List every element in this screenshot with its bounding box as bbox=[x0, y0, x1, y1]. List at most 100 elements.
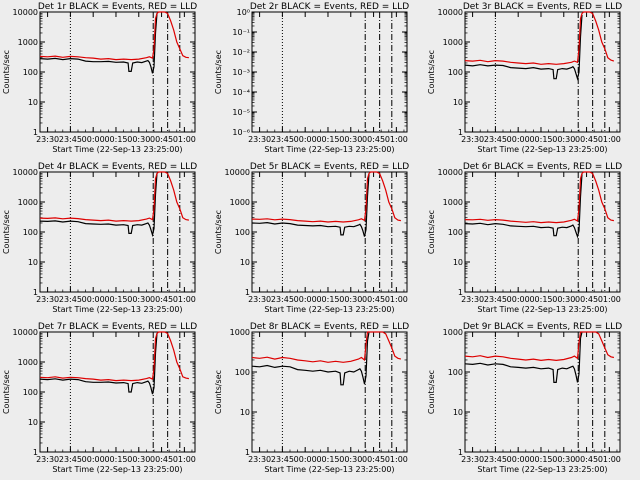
xtick-label: 00:00 bbox=[82, 135, 105, 144]
ytick-label: 100 bbox=[23, 228, 38, 237]
xtick-label: 23:30 bbox=[248, 455, 271, 464]
xtick-label: 01:00 bbox=[173, 135, 196, 144]
ytick-label: 1000 bbox=[18, 198, 38, 207]
xtick-label: 00:30 bbox=[127, 455, 150, 464]
panel-title: Det 7r BLACK = Events, RED = LLD bbox=[38, 322, 197, 332]
xtick-label: 00:45 bbox=[575, 135, 598, 144]
series-line-lld bbox=[39, 11, 189, 61]
ytick-label: 1000 bbox=[443, 38, 463, 47]
series-line-lld bbox=[39, 331, 189, 382]
xtick-label: 00:15 bbox=[529, 135, 552, 144]
ytick-label: 1000 bbox=[18, 358, 38, 367]
ytick-label: 100 bbox=[235, 228, 250, 237]
panel-det-4: Det 4r BLACK = Events, RED = LLD 1 10 100 10… bbox=[2, 162, 197, 314]
ytick-label: 10000 bbox=[13, 8, 38, 17]
panel-det-8: Det 8r BLACK = Events, RED = LLD 1 10 100 10… bbox=[214, 322, 409, 474]
xtick-label: 00:00 bbox=[507, 295, 530, 304]
xtick-label: 01:00 bbox=[598, 135, 621, 144]
ytick-label: 100 bbox=[448, 68, 463, 77]
series-line-lld bbox=[464, 11, 615, 65]
series-line-events bbox=[464, 331, 583, 383]
xtick-label: 01:00 bbox=[173, 455, 196, 464]
xtick-label: 00:15 bbox=[104, 455, 127, 464]
xtick-label: 00:30 bbox=[339, 455, 362, 464]
xaxis-label: Start Time (22-Sep-13 23:25:00) bbox=[264, 145, 394, 154]
ytick-label: 10 bbox=[453, 258, 463, 267]
series-line-events bbox=[464, 14, 583, 82]
ytick-label: 10000 bbox=[13, 168, 38, 177]
xtick-label: 23:30 bbox=[248, 135, 271, 144]
series-line-lld bbox=[251, 331, 402, 363]
xaxis-label: Start Time (22-Sep-13 23:25:00) bbox=[264, 305, 394, 314]
yaxis-label: Counts/sec bbox=[2, 210, 11, 254]
xtick-label: 23:30 bbox=[248, 295, 271, 304]
series-line-lld bbox=[464, 171, 614, 224]
ytick-label: 10000 bbox=[438, 168, 463, 177]
plot-frame bbox=[464, 331, 621, 453]
xtick-label: 23:45 bbox=[484, 295, 507, 304]
series-line-lld bbox=[39, 171, 189, 222]
yaxis-label: Counts/sec bbox=[427, 50, 436, 94]
xtick-label: 23:45 bbox=[484, 455, 507, 464]
ytick-label: 1000 bbox=[230, 198, 250, 207]
xtick-label: 00:30 bbox=[339, 135, 362, 144]
ytick-label: 1 bbox=[458, 128, 463, 137]
xtick-label: 00:15 bbox=[316, 135, 339, 144]
xtick-label: 23:30 bbox=[36, 135, 59, 144]
xaxis-label: Start Time (22-Sep-13 23:25:00) bbox=[477, 305, 607, 314]
yaxis-label: Counts/sec bbox=[214, 50, 223, 94]
ytick-label: 10 bbox=[240, 258, 250, 267]
ytick-label: 1 bbox=[458, 288, 463, 297]
ytick-label: 10000 bbox=[438, 8, 463, 17]
xtick-label: 00:45 bbox=[150, 455, 173, 464]
xtick-label: 23:45 bbox=[271, 295, 294, 304]
ytick-label: 10000 bbox=[13, 328, 38, 337]
ytick-label: 10⁰ bbox=[237, 8, 250, 17]
xtick-label: 01:00 bbox=[598, 455, 621, 464]
ytick-label: 10 bbox=[453, 98, 463, 107]
xtick-label: 00:15 bbox=[529, 295, 552, 304]
ytick-label: 10⁻⁵ bbox=[232, 108, 250, 117]
xtick-label: 23:45 bbox=[59, 455, 82, 464]
series-line-events bbox=[39, 173, 158, 238]
series-line-events bbox=[39, 13, 158, 74]
series-line-lld bbox=[251, 171, 401, 223]
ytick-label: 1000 bbox=[443, 198, 463, 207]
panel-det-1: Det 1r BLACK = Events, RED = LLD 1 10 100 10… bbox=[2, 2, 197, 154]
xtick-label: 00:00 bbox=[294, 455, 317, 464]
series-line-events bbox=[251, 174, 370, 237]
panel-det-5: Det 5r BLACK = Events, RED = LLD 1 10 100 10… bbox=[214, 162, 409, 314]
xtick-label: 23:45 bbox=[271, 135, 294, 144]
ytick-label: 1000 bbox=[443, 328, 463, 337]
panel-det-7: Det 7r BLACK = Events, RED = LLD 1 10 100 10… bbox=[2, 322, 197, 474]
panel-title: Det 8r BLACK = Events, RED = LLD bbox=[250, 322, 409, 332]
ytick-label: 10⁻³ bbox=[232, 68, 250, 77]
yaxis-label: Counts/sec bbox=[427, 210, 436, 254]
panel-det-9: Det 9r BLACK = Events, RED = LLD 1 10 100 10… bbox=[427, 322, 622, 474]
ytick-label: 10⁻⁶ bbox=[232, 128, 250, 137]
xtick-label: 01:00 bbox=[173, 295, 196, 304]
ytick-label: 10⁻⁴ bbox=[232, 88, 250, 97]
ytick-label: 10 bbox=[28, 258, 38, 267]
ytick-label: 1 bbox=[33, 448, 38, 457]
xtick-label: 23:30 bbox=[461, 295, 484, 304]
panel-title: Det 2r BLACK = Events, RED = LLD bbox=[250, 2, 409, 12]
ytick-label: 100 bbox=[23, 68, 38, 77]
ytick-label: 1 bbox=[245, 288, 250, 297]
xtick-label: 23:45 bbox=[484, 135, 507, 144]
xaxis-label: Start Time (22-Sep-13 23:25:00) bbox=[52, 305, 182, 314]
ytick-label: 1 bbox=[245, 448, 250, 457]
yaxis-label: Counts/sec bbox=[2, 370, 11, 414]
ytick-label: 10 bbox=[453, 408, 463, 417]
ytick-label: 1 bbox=[33, 288, 38, 297]
xaxis-label: Start Time (22-Sep-13 23:25:00) bbox=[477, 145, 607, 154]
xtick-label: 00:45 bbox=[362, 455, 385, 464]
xtick-label: 00:45 bbox=[150, 135, 173, 144]
xaxis-label: Start Time (22-Sep-13 23:25:00) bbox=[52, 465, 182, 474]
ytick-label: 10⁻² bbox=[232, 48, 250, 57]
ytick-label: 10 bbox=[240, 408, 250, 417]
xtick-label: 00:45 bbox=[150, 295, 173, 304]
xtick-label: 00:45 bbox=[362, 135, 385, 144]
